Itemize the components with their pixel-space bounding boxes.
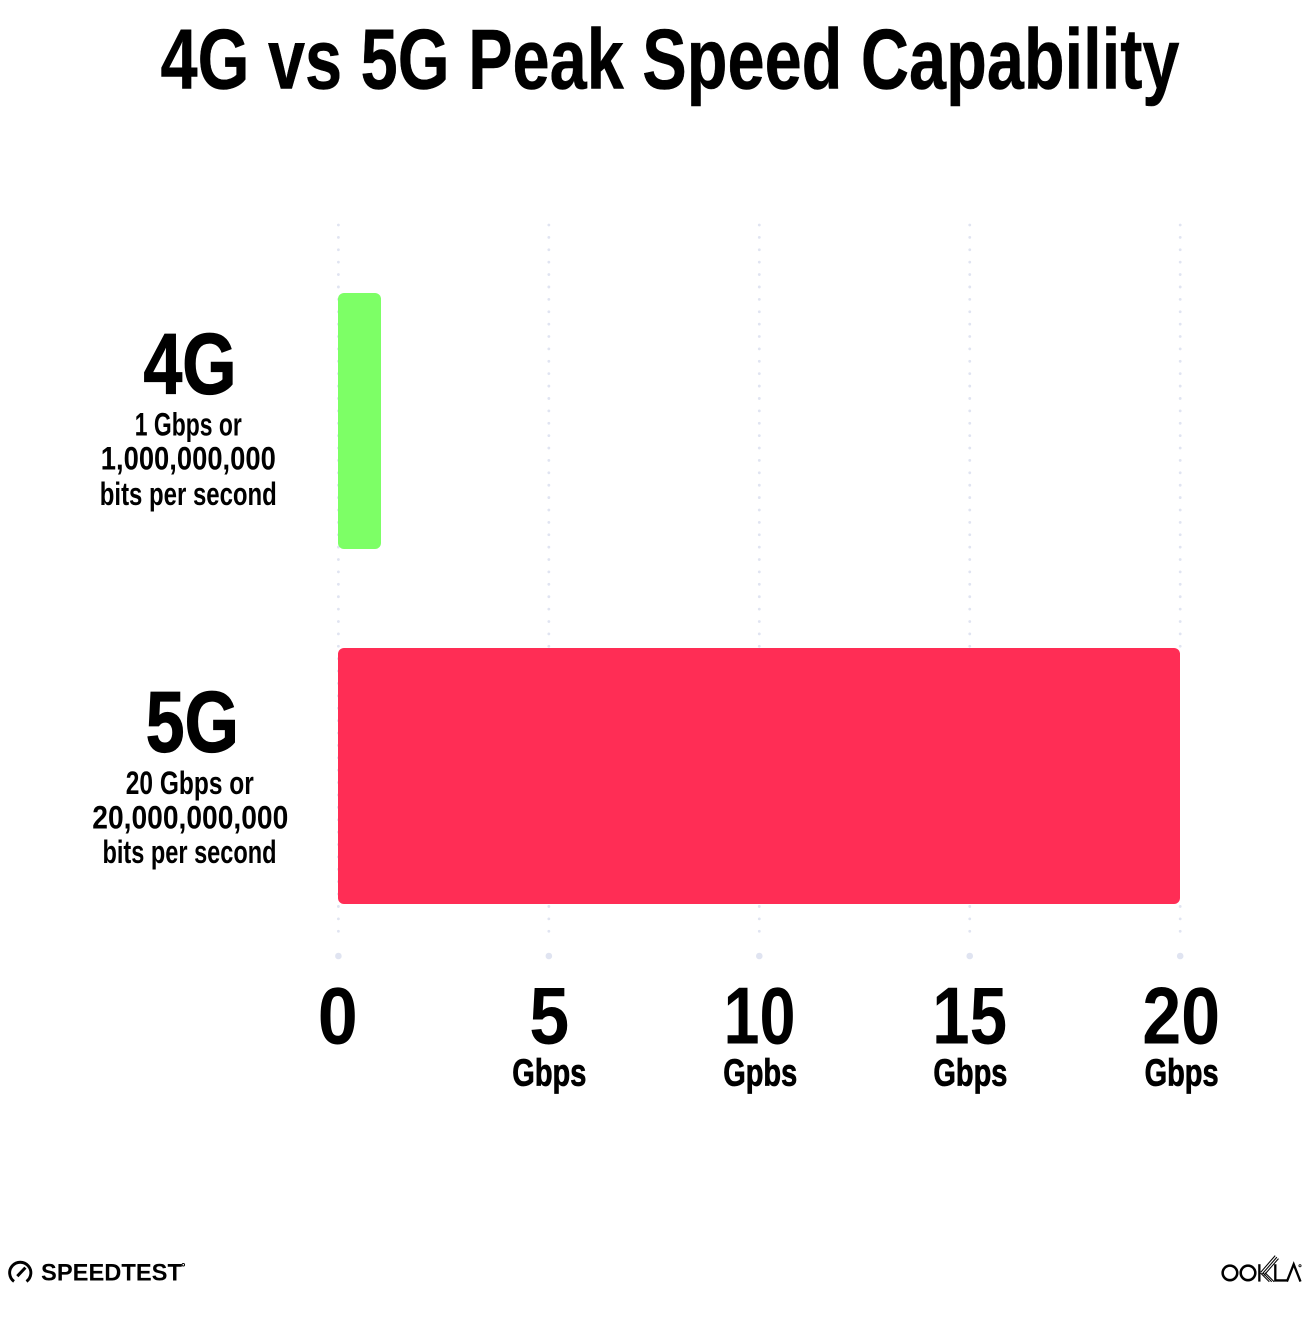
- svg-text:10: 10: [724, 971, 796, 1061]
- svg-text:bits per second: bits per second: [100, 476, 277, 512]
- svg-text:0: 0: [318, 971, 358, 1061]
- svg-text:4G vs 5G Peak Speed Capability: 4G vs 5G Peak Speed Capability: [161, 12, 1180, 107]
- svg-text:Gbps: Gbps: [933, 1052, 1007, 1094]
- svg-text:bits per second: bits per second: [103, 834, 277, 870]
- svg-text:Gbps: Gbps: [512, 1052, 586, 1094]
- svg-text:20: 20: [1142, 971, 1220, 1061]
- svg-text:1 Gbps or: 1 Gbps or: [135, 407, 242, 443]
- svg-text:20 Gbps or: 20 Gbps or: [126, 765, 254, 801]
- svg-text:1,000,000,000: 1,000,000,000: [101, 441, 276, 477]
- svg-text:20,000,000,000: 20,000,000,000: [92, 799, 288, 835]
- svg-text:4G: 4G: [144, 317, 237, 413]
- svg-text:5G: 5G: [146, 674, 239, 770]
- svg-text:Gbps: Gbps: [1145, 1052, 1219, 1094]
- svg-text:15: 15: [932, 971, 1007, 1061]
- svg-text:5: 5: [529, 971, 569, 1061]
- svg-text:SPEEDTEST: SPEEDTEST: [41, 1260, 182, 1287]
- svg-text:Gpbs: Gpbs: [723, 1052, 797, 1094]
